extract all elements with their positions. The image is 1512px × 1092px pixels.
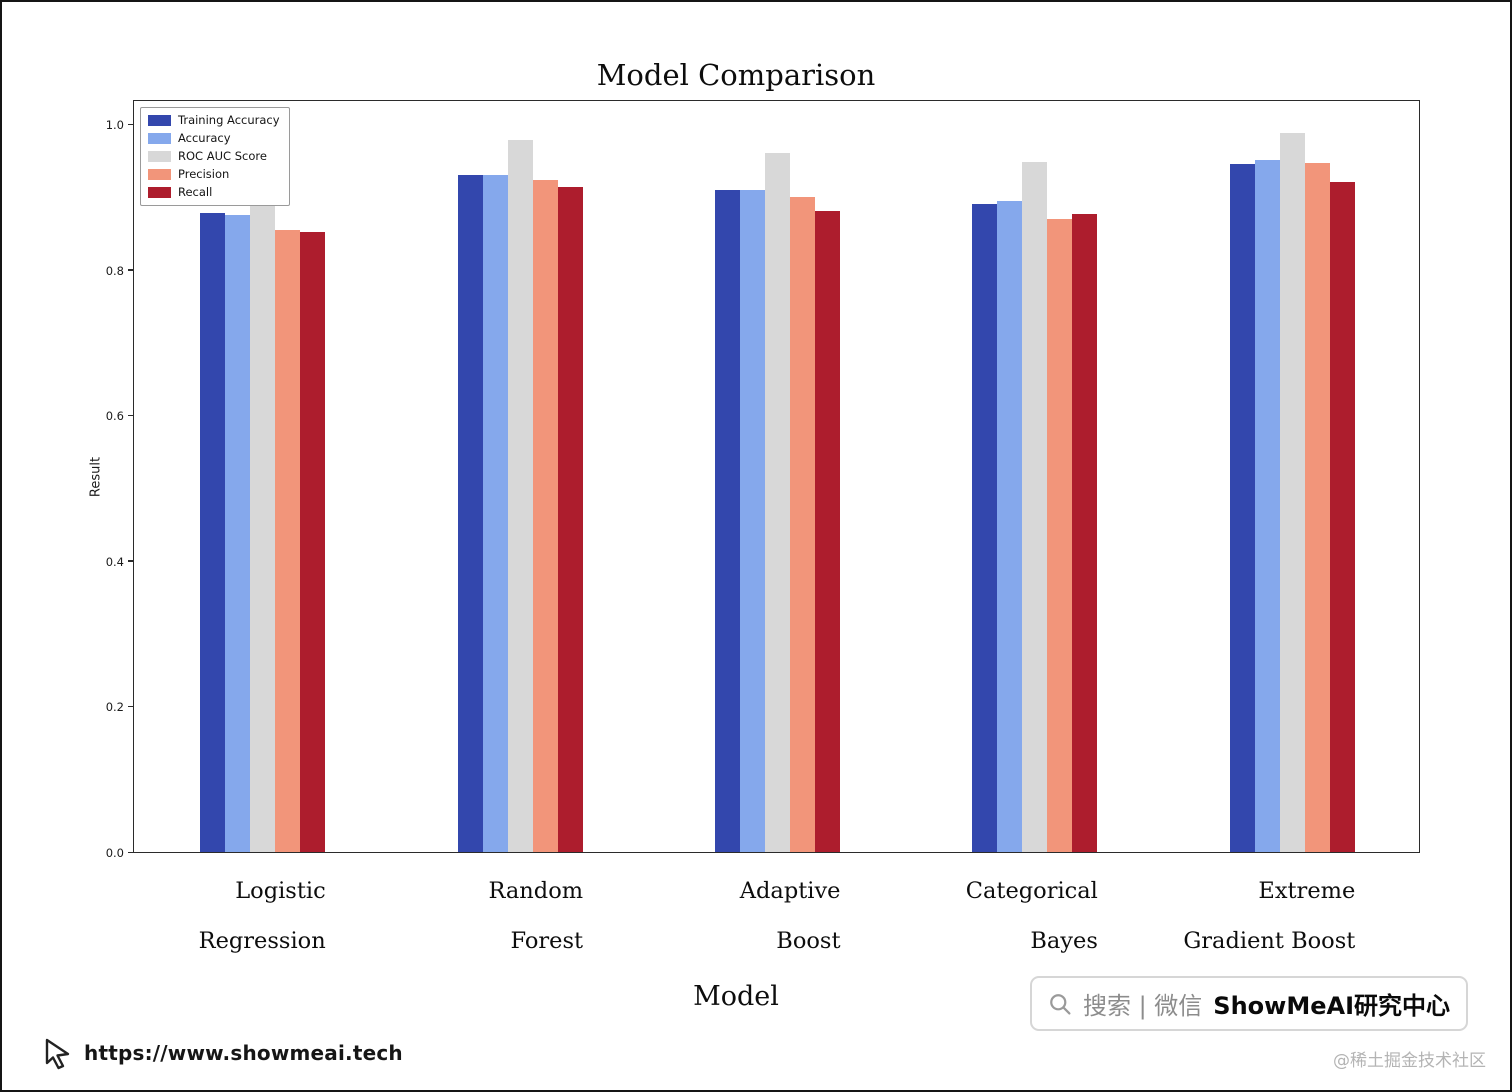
plot-area: Training Accuracy Accuracy ROC AUC Score Pr… [106, 100, 1420, 860]
x-tick-label-line: Forest [510, 928, 584, 954]
bar-recall-random-forest [557, 187, 583, 852]
y-tick-label: 0.2 [105, 700, 124, 715]
bar-precision-extreme-gradient-boost [1304, 162, 1330, 852]
chart-title: Model Comparison [596, 58, 876, 92]
x-tick-label-extreme-gradient-boost: Extreme Gradient Boost [1025, 866, 1355, 966]
bar-recall-logistic-regression [300, 232, 326, 852]
legend-swatch [148, 114, 171, 126]
cursor-icon [45, 1038, 70, 1070]
bar-roc-auc-score-random-forest [507, 140, 533, 852]
legend-label: Precision [178, 167, 230, 181]
legend-swatch [148, 132, 171, 144]
x-tick-label-line: Adaptive [739, 878, 841, 904]
source-url: https://www.showmeai.tech [84, 1041, 403, 1065]
x-tick-label-categorical-bayes: Categorical Bayes [768, 866, 1098, 966]
legend-label: Recall [178, 185, 213, 199]
x-axis-label: Model [693, 981, 779, 1012]
wechat-search-badge: 搜索 | 微信 ShowMeAI研究中心 [1030, 976, 1468, 1031]
bar-accuracy-categorical-bayes [997, 201, 1023, 852]
y-tick-label: 1.0 [105, 118, 124, 132]
bar-precision-categorical-bayes [1047, 218, 1073, 852]
y-tick-label: 0.0 [105, 846, 124, 860]
bar-training-accuracy-adaptive-boost [715, 189, 740, 852]
x-tick-label-line: Random [488, 878, 584, 904]
legend-item-training-accuracy: Training Accuracy [148, 113, 280, 127]
bar-training-accuracy-extreme-gradient-boost [1229, 164, 1255, 852]
legend-item-recall: Recall [148, 185, 280, 199]
x-tick-label-line: Bayes [1030, 928, 1098, 954]
bar-roc-auc-score-adaptive-boost [765, 153, 790, 852]
legend-label: Accuracy [178, 131, 231, 145]
legend-label: ROC AUC Score [178, 149, 267, 163]
bar-training-accuracy-categorical-bayes [972, 204, 998, 852]
y-axis-label: Result [88, 456, 104, 498]
y-tick-mark [128, 414, 134, 417]
x-tick-label-line: Regression [198, 928, 326, 954]
bar-accuracy-adaptive-boost [740, 190, 765, 852]
bar-accuracy-logistic-regression [225, 215, 251, 852]
legend-item-roc-auc-score: ROC AUC Score [148, 149, 280, 163]
bar-precision-random-forest [532, 180, 558, 852]
badge-search-label: 搜索 | 微信 [1082, 992, 1203, 1020]
badge-brand-label: ShowMeAI研究中心 [1213, 992, 1450, 1020]
bar-recall-categorical-bayes [1072, 214, 1098, 852]
y-tick-label: 0.8 [105, 263, 124, 278]
bar-roc-auc-score-categorical-bayes [1022, 161, 1048, 852]
bar-training-accuracy-logistic-regression [200, 212, 226, 852]
y-tick-mark [128, 706, 134, 708]
source-url-row: https://www.showmeai.tech [40, 1036, 403, 1070]
x-tick-label-line: Boost [776, 928, 841, 954]
x-tick-label-line: Gradient Boost [1183, 928, 1356, 954]
legend-item-accuracy: Accuracy [148, 131, 280, 145]
x-tick-label-adaptive-boost: Adaptive Boost [511, 866, 841, 966]
bar-accuracy-extreme-gradient-boost [1254, 160, 1280, 852]
legend-swatch [148, 150, 171, 162]
y-tick-mark [128, 269, 134, 271]
bar-roc-auc-score-logistic-regression [250, 164, 276, 852]
legend-item-precision: Precision [148, 167, 280, 181]
x-tick-label-logistic-regression: Logistic Regression [0, 866, 326, 966]
legend-label: Training Accuracy [178, 113, 280, 127]
x-tick-label-random-forest: Random Forest [253, 866, 583, 966]
y-tick-mark [128, 560, 134, 562]
x-tick-label-line: Categorical [965, 878, 1098, 904]
bar-accuracy-random-forest [482, 174, 508, 852]
bar-precision-adaptive-boost [790, 196, 815, 852]
bar-training-accuracy-random-forest [457, 174, 483, 852]
y-tick-label: 0.4 [105, 554, 124, 569]
y-tick-label: 0.6 [105, 409, 124, 424]
bar-roc-auc-score-extreme-gradient-boost [1279, 132, 1305, 852]
bar-recall-extreme-gradient-boost [1329, 181, 1355, 852]
x-axis-tick-labels: Logistic Regression Random Forest Adaptive Bo… [0, 866, 1512, 976]
bar-precision-logistic-regression [275, 229, 301, 852]
community-credit: @稀土掘金技术社区 [1333, 1051, 1486, 1071]
x-tick-label-line: Logistic [235, 878, 326, 904]
legend: Training Accuracy Accuracy ROC AUC Score Pr… [140, 107, 290, 206]
search-icon [1050, 993, 1071, 1015]
bar-recall-adaptive-boost [815, 210, 840, 852]
y-tick-mark [128, 123, 134, 125]
legend-swatch [148, 186, 171, 198]
y-tick-mark [128, 851, 134, 853]
legend-swatch [148, 168, 171, 180]
x-tick-label-line: Extreme [1258, 878, 1356, 904]
